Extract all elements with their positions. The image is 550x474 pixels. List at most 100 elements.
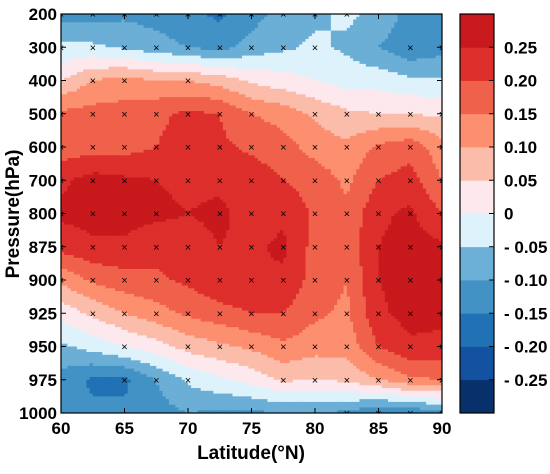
contour-cell bbox=[216, 61, 221, 65]
contour-cell bbox=[137, 16, 141, 21]
contour-cell bbox=[356, 50, 361, 54]
contour-cell bbox=[299, 41, 303, 46]
contour-cell bbox=[280, 50, 284, 54]
contour-cell bbox=[254, 55, 259, 59]
contour-cell bbox=[102, 50, 107, 54]
contour-cell bbox=[257, 16, 262, 21]
contour-cell bbox=[356, 41, 361, 46]
contour-cell bbox=[248, 14, 253, 18]
contour-cell bbox=[70, 44, 75, 48]
contour-cell bbox=[308, 44, 313, 48]
contour-cell bbox=[213, 44, 218, 48]
contour-cell bbox=[302, 52, 307, 57]
contour-cell bbox=[200, 44, 205, 48]
contour-cell bbox=[324, 36, 329, 40]
contour-cell bbox=[130, 41, 135, 46]
contour-cell bbox=[121, 22, 126, 26]
contour-cell bbox=[134, 27, 138, 32]
contour-cell bbox=[388, 14, 392, 18]
contour-cell bbox=[83, 19, 87, 23]
contour-cell bbox=[349, 41, 354, 46]
contour-cell bbox=[432, 14, 437, 18]
contour-cell bbox=[280, 58, 284, 62]
contour-cell bbox=[251, 25, 256, 29]
contour-cell bbox=[159, 22, 164, 26]
contour-cell bbox=[283, 16, 288, 21]
contour-cell bbox=[353, 61, 357, 65]
contour-cell bbox=[349, 22, 354, 26]
contour-cell bbox=[276, 25, 281, 29]
contour-cell bbox=[334, 55, 338, 59]
contour-cell bbox=[299, 47, 303, 51]
contour-cell bbox=[302, 19, 307, 23]
contour-cell bbox=[222, 63, 227, 68]
contour-cell bbox=[270, 38, 275, 43]
contour-cell bbox=[410, 50, 415, 54]
contour-cell bbox=[337, 22, 341, 26]
contour-cell bbox=[311, 38, 316, 43]
contour-cell bbox=[407, 33, 411, 37]
contour-cell bbox=[86, 38, 91, 43]
contour-cell bbox=[356, 44, 361, 48]
contour-cell bbox=[318, 38, 322, 43]
contour-cell bbox=[216, 47, 221, 51]
contour-cell bbox=[337, 14, 341, 18]
contour-cell bbox=[378, 61, 383, 65]
contour-cell bbox=[257, 55, 262, 59]
contour-cell bbox=[318, 30, 322, 34]
contour-cell bbox=[321, 52, 326, 57]
contour-cell bbox=[102, 44, 107, 48]
contour-cell bbox=[365, 19, 370, 23]
contour-cell bbox=[153, 52, 157, 57]
contour-cell bbox=[400, 52, 405, 57]
contour-cell bbox=[105, 61, 110, 65]
contour-cell bbox=[191, 38, 195, 43]
contour-cell bbox=[143, 16, 148, 21]
contour-cell bbox=[245, 50, 249, 54]
contour-cell bbox=[289, 50, 294, 54]
contour-cell bbox=[238, 33, 243, 37]
contour-cell bbox=[264, 14, 268, 18]
contour-cell bbox=[229, 27, 234, 32]
contour-cell bbox=[311, 25, 316, 29]
contour-cell bbox=[118, 38, 122, 43]
contour-cell bbox=[226, 14, 230, 18]
contour-cell bbox=[283, 25, 288, 29]
contour-cell bbox=[299, 36, 303, 40]
contour-cell bbox=[114, 58, 119, 62]
contour-cell bbox=[226, 44, 230, 48]
contour-cell bbox=[432, 36, 437, 40]
contour-cell bbox=[99, 55, 103, 59]
contour-cell bbox=[426, 47, 430, 51]
contour-cell bbox=[175, 38, 180, 43]
contour-cell bbox=[89, 27, 94, 32]
contour-cell bbox=[299, 52, 303, 57]
contour-cell bbox=[213, 36, 218, 40]
contour-cell bbox=[203, 25, 208, 29]
contour-cell bbox=[181, 38, 186, 43]
contour-cell bbox=[175, 30, 180, 34]
contour-cell bbox=[270, 30, 275, 34]
contour-cell bbox=[73, 19, 78, 23]
contour-cell bbox=[438, 16, 442, 21]
contour-cell bbox=[61, 58, 65, 62]
contour-cell bbox=[400, 44, 405, 48]
contour-cell bbox=[422, 44, 427, 48]
contour-cell bbox=[381, 44, 386, 48]
contour-cell bbox=[64, 22, 68, 26]
contour-cell bbox=[219, 16, 224, 21]
contour-cell bbox=[127, 61, 132, 65]
contour-cell bbox=[124, 38, 129, 43]
contour-cell bbox=[61, 38, 65, 43]
contour-cell bbox=[200, 63, 205, 68]
contour-cell bbox=[432, 55, 437, 59]
contour-cell bbox=[194, 63, 199, 68]
contour-cell bbox=[203, 58, 208, 62]
contour-cell bbox=[184, 30, 189, 34]
contour-cell bbox=[194, 58, 199, 62]
contour-cell bbox=[61, 55, 65, 59]
contour-cell bbox=[67, 41, 72, 46]
contour-cell bbox=[388, 16, 392, 21]
contour-cell bbox=[289, 55, 294, 59]
contour-cell bbox=[95, 38, 100, 43]
